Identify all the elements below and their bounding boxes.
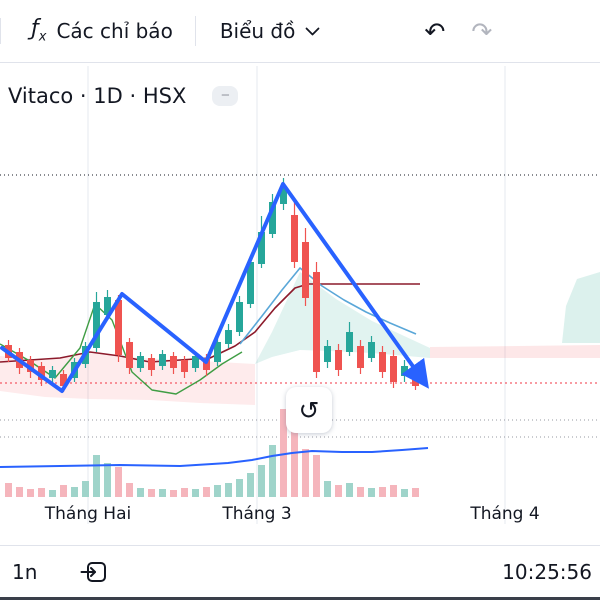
chart-type-button[interactable]: Biểu đồ [220, 19, 321, 43]
clock-time: 10:25:56 [502, 559, 592, 584]
interval-label: 1n [12, 559, 38, 584]
redo-button[interactable]: ↷ [471, 19, 492, 44]
undo-button[interactable]: ↶ [424, 19, 445, 44]
chart-type-label: Biểu đồ [219, 19, 296, 43]
bottom-edge-bar [0, 597, 600, 600]
toolbar-left-separator [0, 18, 1, 44]
toolbar-separator [194, 16, 196, 46]
collapse-legend-button[interactable]: − [212, 86, 239, 106]
minus-icon: − [220, 87, 230, 104]
fx-function-icon: ƒx [31, 16, 47, 45]
symbol-row: Vitaco · 1D · HSX − [8, 84, 239, 108]
undo-icon: ↶ [424, 16, 446, 46]
symbol-title[interactable]: Vitaco · 1D · HSX [8, 84, 187, 108]
chevron-down-icon [305, 27, 320, 35]
indicators-button[interactable]: ƒx Các chỉ báo [31, 16, 173, 45]
x-axis-label-thang-4: Tháng 4 [470, 504, 540, 524]
x-axis-label-thang-hai: Tháng Hai [44, 504, 132, 524]
go-to-date-icon [80, 561, 107, 582]
bottom-left-group: 1n [8, 557, 109, 587]
bottom-toolbar: 1n 10:25:56 [0, 545, 600, 597]
redo-icon: ↷ [471, 16, 493, 46]
go-to-date-button[interactable] [79, 557, 109, 587]
refresh-icon: ↺ [298, 395, 320, 425]
top-toolbar: ƒx Các chỉ báo Biểu đồ ↶ ↷ [0, 0, 600, 63]
indicators-label: Các chỉ báo [56, 18, 173, 43]
x-axis-label-thang-3: Tháng 3 [222, 504, 292, 524]
reload-chart-button[interactable]: ↺ [286, 387, 332, 433]
interval-button[interactable]: 1n [8, 560, 41, 584]
